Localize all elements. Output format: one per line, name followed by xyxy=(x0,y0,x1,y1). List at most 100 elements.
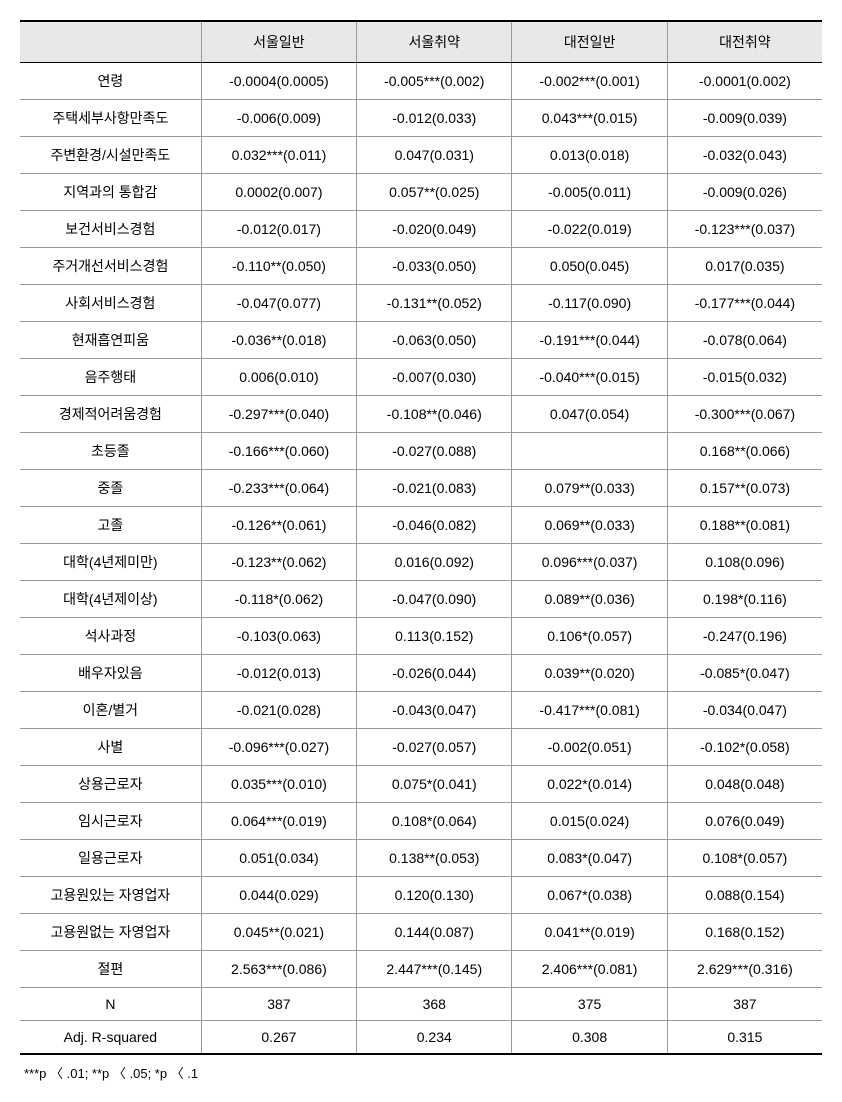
table-row: 연령-0.0004(0.0005)-0.005***(0.002)-0.002*… xyxy=(20,63,822,100)
cell-value: 0.234 xyxy=(357,1021,512,1055)
table-row: 주거개선서비스경험-0.110**(0.050)-0.033(0.050) 0.0… xyxy=(20,248,822,285)
row-label: 일용근로자 xyxy=(20,840,201,877)
cell-value: -0.102*(0.058) xyxy=(667,729,822,766)
cell-value: 0.168(0.152) xyxy=(667,914,822,951)
row-label: 이혼/별거 xyxy=(20,692,201,729)
row-label: 현재흡연피움 xyxy=(20,322,201,359)
cell-value: -0.085*(0.047) xyxy=(667,655,822,692)
row-label: 사별 xyxy=(20,729,201,766)
cell-value: -0.043(0.047) xyxy=(357,692,512,729)
table-row: 보건서비스경험-0.012(0.017)-0.020(0.049)-0.022(… xyxy=(20,211,822,248)
cell-value: 2.563***(0.086) xyxy=(201,951,356,988)
cell-value: 0.079**(0.033) xyxy=(512,470,667,507)
cell-value: -0.297***(0.040) xyxy=(201,396,356,433)
cell-value: -0.032(0.043) xyxy=(667,137,822,174)
cell-value: 0.051(0.034) xyxy=(201,840,356,877)
cell-value: 0.057**(0.025) xyxy=(357,174,512,211)
row-label: 절편 xyxy=(20,951,201,988)
cell-value: 0.016(0.092) xyxy=(357,544,512,581)
cell-value: 0.064***(0.019) xyxy=(201,803,356,840)
cell-value: -0.126**(0.061) xyxy=(201,507,356,544)
row-label: 사회서비스경험 xyxy=(20,285,201,322)
cell-value: -0.110**(0.050) xyxy=(201,248,356,285)
cell-value: -0.012(0.017) xyxy=(201,211,356,248)
cell-value: 0.048(0.048) xyxy=(667,766,822,803)
table-row: 음주행태0.006(0.010)-0.007(0.030)-0.040***(0… xyxy=(20,359,822,396)
col-header-daejeon-vulnerable: 대전취약 xyxy=(667,21,822,63)
cell-value: -0.009(0.026) xyxy=(667,174,822,211)
cell-value: -0.002***(0.001) xyxy=(512,63,667,100)
cell-value: -0.247(0.196) xyxy=(667,618,822,655)
row-label: 임시근로자 xyxy=(20,803,201,840)
cell-value: 0.047(0.054) xyxy=(512,396,667,433)
cell-value: -0.021(0.028) xyxy=(201,692,356,729)
cell-value: -0.300***(0.067) xyxy=(667,396,822,433)
cell-value: -0.118*(0.062) xyxy=(201,581,356,618)
row-label: 초등졸 xyxy=(20,433,201,470)
table-row: 대학(4년제이상)-0.118*(0.062)-0.047(0.090)0.08… xyxy=(20,581,822,618)
cell-value: -0.123**(0.062) xyxy=(201,544,356,581)
table-row: 지역과의 통합감0.0002(0.007)0.057**(0.025)-0.00… xyxy=(20,174,822,211)
cell-value: 0.039**(0.020) xyxy=(512,655,667,692)
cell-value: 0.315 xyxy=(667,1021,822,1055)
table-row: 상용근로자0.035***(0.010)0.075*(0.041)0.022*(… xyxy=(20,766,822,803)
cell-value: 375 xyxy=(512,988,667,1021)
cell-value: -0.040***(0.015) xyxy=(512,359,667,396)
cell-value: -0.033(0.050) xyxy=(357,248,512,285)
table-row: 절편2.563***(0.086)2.447***(0.145)2.406***… xyxy=(20,951,822,988)
cell-value: 0.106*(0.057) xyxy=(512,618,667,655)
cell-value: -0.007(0.030) xyxy=(357,359,512,396)
row-label: 지역과의 통합감 xyxy=(20,174,201,211)
cell-value: 387 xyxy=(201,988,356,1021)
row-label: Adj. R-squared xyxy=(20,1021,201,1055)
cell-value: -0.096***(0.027) xyxy=(201,729,356,766)
cell-value: -0.022(0.019) xyxy=(512,211,667,248)
table-header-row: 서울일반 서울취약 대전일반 대전취약 xyxy=(20,21,822,63)
col-header-blank xyxy=(20,21,201,63)
cell-value: 0.017(0.035) xyxy=(667,248,822,285)
cell-value: 0.108*(0.057) xyxy=(667,840,822,877)
cell-value: -0.020(0.049) xyxy=(357,211,512,248)
regression-table: 서울일반 서울취약 대전일반 대전취약 연령-0.0004(0.0005)-0.… xyxy=(20,20,822,1055)
cell-value: 2.406***(0.081) xyxy=(512,951,667,988)
row-label: 연령 xyxy=(20,63,201,100)
cell-value: 0.168**(0.066) xyxy=(667,433,822,470)
cell-value: 0.088(0.154) xyxy=(667,877,822,914)
cell-value: -0.005***(0.002) xyxy=(357,63,512,100)
cell-value: 0.188**(0.081) xyxy=(667,507,822,544)
cell-value: -0.015(0.032) xyxy=(667,359,822,396)
cell-value: -0.063(0.050) xyxy=(357,322,512,359)
cell-value: 0.035***(0.010) xyxy=(201,766,356,803)
cell-value: -0.012(0.013) xyxy=(201,655,356,692)
cell-value: -0.012(0.033) xyxy=(357,100,512,137)
table-row: 사회서비스경험-0.047(0.077)-0.131**(0.052)-0.11… xyxy=(20,285,822,322)
cell-value: -0.009(0.039) xyxy=(667,100,822,137)
cell-value: 0.120(0.130) xyxy=(357,877,512,914)
cell-value: 0.022*(0.014) xyxy=(512,766,667,803)
table-row: 배우자있음-0.012(0.013)-0.026(0.044)0.039**(0… xyxy=(20,655,822,692)
table-row: 주변환경/시설만족도0.032***(0.011)0.047(0.031)0.0… xyxy=(20,137,822,174)
cell-value: -0.005(0.011) xyxy=(512,174,667,211)
col-header-seoul-vulnerable: 서울취약 xyxy=(357,21,512,63)
row-label: 경제적어려움경험 xyxy=(20,396,201,433)
row-label: 석사과정 xyxy=(20,618,201,655)
cell-value: 0.267 xyxy=(201,1021,356,1055)
table-row: 이혼/별거-0.021(0.028)-0.043(0.047)-0.417***… xyxy=(20,692,822,729)
col-header-daejeon-general: 대전일반 xyxy=(512,21,667,63)
cell-value: 0.144(0.087) xyxy=(357,914,512,951)
cell-value xyxy=(512,433,667,470)
col-header-seoul-general: 서울일반 xyxy=(201,21,356,63)
cell-value: -0.006(0.009) xyxy=(201,100,356,137)
row-label: 주거개선서비스경험 xyxy=(20,248,201,285)
cell-value: -0.034(0.047) xyxy=(667,692,822,729)
cell-value: 0.013(0.018) xyxy=(512,137,667,174)
table-row: Adj. R-squared0.2670.2340.3080.315 xyxy=(20,1021,822,1055)
cell-value: 387 xyxy=(667,988,822,1021)
row-label: 배우자있음 xyxy=(20,655,201,692)
cell-value: 2.447***(0.145) xyxy=(357,951,512,988)
cell-value: -0.177***(0.044) xyxy=(667,285,822,322)
cell-value: -0.021(0.083) xyxy=(357,470,512,507)
significance-footnote: ***p 〈 .01; **p 〈 .05; *p 〈 .1 xyxy=(20,1063,822,1082)
row-label: 보건서비스경험 xyxy=(20,211,201,248)
table-row: 중졸-0.233***(0.064)-0.021(0.083)0.079**(0… xyxy=(20,470,822,507)
